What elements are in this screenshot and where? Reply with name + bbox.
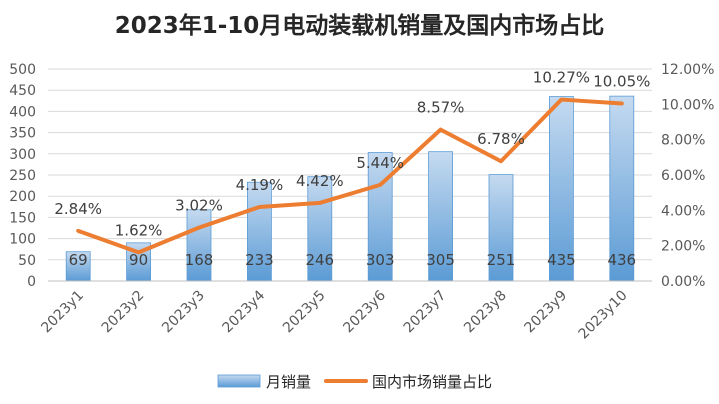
line-data-label: 1.62%	[115, 221, 163, 239]
bar	[367, 152, 393, 282]
line-data-label: 10.27%	[533, 69, 590, 87]
left-tick-label: 500	[9, 62, 36, 78]
line-data-label: 4.42%	[296, 172, 344, 190]
bar	[549, 96, 574, 282]
x-tick-label: 2023y4	[220, 287, 269, 336]
left-axis: 0 50 100 150 200 250 300 350 400 450 500	[9, 62, 36, 290]
left-tick-label: 150	[9, 210, 36, 226]
x-tick-label: 2023y10	[576, 288, 631, 343]
legend-swatch-bar	[217, 374, 261, 388]
right-tick-label: 4.00%	[661, 203, 705, 219]
right-tick-label: 8.00%	[661, 133, 705, 149]
left-tick-label: 350	[9, 126, 36, 142]
right-tick-label: 0.00%	[661, 274, 705, 290]
x-tick-label: 2023y8	[461, 288, 510, 337]
x-tick-label: 2023y2	[99, 288, 148, 337]
bar-data-label: 246	[305, 251, 334, 269]
x-tick-label: 2023y9	[522, 288, 571, 337]
bar-data-label: 251	[487, 251, 516, 269]
bar-data-label: 303	[366, 251, 395, 269]
x-tick-label: 2023y3	[159, 288, 208, 337]
bar	[65, 251, 91, 282]
x-tick-label: 2023y6	[340, 287, 389, 336]
left-tick-label: 400	[9, 104, 36, 120]
line-data-label: 10.05%	[593, 72, 650, 90]
bar	[428, 151, 454, 282]
left-tick-label: 200	[9, 189, 36, 205]
legend-label-bar: 月销量	[266, 373, 311, 391]
bar	[186, 209, 212, 282]
line-data-label: 3.02%	[175, 197, 223, 215]
bar	[246, 181, 272, 282]
line-data-label: 4.19%	[236, 176, 284, 194]
bar-data-label: 435	[547, 251, 576, 269]
left-tick-label: 100	[9, 232, 36, 248]
right-tick-label: 6.00%	[661, 168, 705, 184]
line-data-label: 6.78%	[477, 130, 525, 148]
right-tick-label: 12.00%	[661, 62, 714, 78]
bar-data-label: 90	[129, 251, 148, 269]
line-series	[76, 97, 624, 255]
left-tick-label: 0	[27, 274, 36, 290]
bar-data-label: 168	[185, 251, 214, 269]
bar	[609, 95, 635, 282]
left-tick-label: 450	[9, 83, 36, 99]
left-tick-label: 300	[9, 147, 36, 163]
x-tick-label: 2023y7	[401, 288, 450, 337]
bar-data-label: 436	[607, 251, 636, 269]
right-axis: 0.00% 2.00% 4.00% 6.00% 8.00% 10.00% 12.00%	[661, 62, 714, 290]
line-path	[76, 97, 624, 255]
chart-title: 2023年1-10月电动装载机销量及国内市场占比	[115, 12, 605, 39]
left-tick-label: 250	[9, 168, 36, 184]
x-tick-label: 2023y5	[280, 288, 329, 337]
bar-data-label: 233	[245, 251, 274, 269]
legend-label-line: 国内市场销量占比	[372, 373, 492, 391]
right-tick-label: 10.00%	[661, 97, 714, 113]
line-data-label: 8.57%	[417, 99, 465, 117]
right-tick-label: 2.00%	[661, 239, 705, 255]
line-data-label: 5.44%	[356, 154, 404, 172]
gridlines	[48, 68, 652, 261]
data-labels: 69 90 168 233 246 303 305 251 435 436 2.84% 1.62% 3.…	[54, 69, 650, 269]
bar-data-label: 305	[426, 251, 455, 269]
x-axis: 2023y1 2023y2 2023y3 2023y4 2023y5 2023y6 2023…	[38, 280, 652, 343]
bar-data-label: 69	[69, 251, 88, 269]
x-tick-label: 2023y1	[38, 288, 87, 337]
legend: 月销量 国内市场销量占比	[217, 373, 492, 391]
line-data-label: 2.84%	[54, 200, 102, 218]
bar	[307, 176, 333, 282]
left-tick-label: 50	[18, 253, 36, 269]
